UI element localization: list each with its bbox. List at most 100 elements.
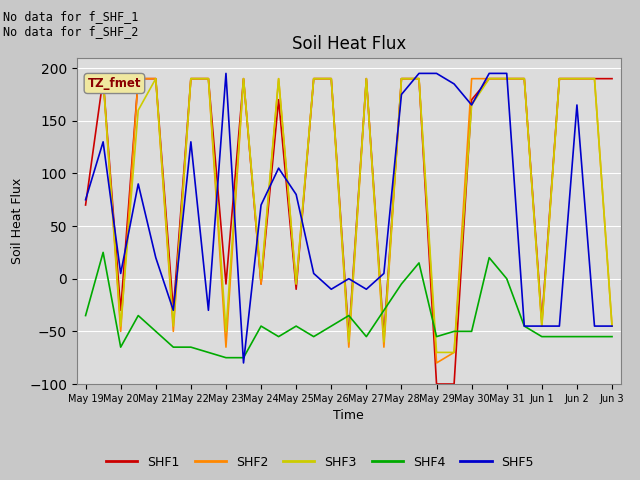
- SHF4: [170, 344, 177, 350]
- SHF2: [362, 76, 370, 82]
- SHF1: [134, 76, 142, 82]
- SHF2: [328, 76, 335, 82]
- SHF2: [415, 76, 423, 82]
- SHF5: [345, 276, 353, 282]
- SHF4: [538, 334, 546, 339]
- SHF4: [117, 344, 125, 350]
- SHF3: [292, 281, 300, 287]
- SHF3: [608, 323, 616, 329]
- SHF5: [292, 192, 300, 197]
- SHF4: [205, 349, 212, 355]
- SHF4: [345, 312, 353, 318]
- SHF4: [573, 334, 580, 339]
- SHF5: [99, 139, 107, 144]
- Line: SHF1: SHF1: [86, 79, 612, 384]
- SHF3: [187, 76, 195, 82]
- SHF3: [538, 323, 546, 329]
- SHF2: [152, 76, 159, 82]
- SHF4: [292, 323, 300, 329]
- SHF4: [239, 355, 247, 360]
- SHF4: [362, 334, 370, 339]
- SHF1: [222, 281, 230, 287]
- SHF4: [433, 334, 440, 339]
- SHF1: [82, 202, 90, 208]
- SHF3: [170, 323, 177, 329]
- SHF3: [152, 76, 159, 82]
- SHF3: [433, 349, 440, 355]
- SHF5: [205, 307, 212, 313]
- Y-axis label: Soil Heat Flux: Soil Heat Flux: [10, 178, 24, 264]
- SHF1: [257, 281, 265, 287]
- SHF4: [520, 323, 528, 329]
- SHF3: [275, 76, 282, 82]
- SHF1: [608, 76, 616, 82]
- SHF3: [134, 108, 142, 113]
- SHF3: [485, 76, 493, 82]
- SHF4: [152, 328, 159, 334]
- SHF2: [82, 76, 90, 82]
- SHF1: [205, 76, 212, 82]
- SHF3: [556, 76, 563, 82]
- SHF2: [205, 76, 212, 82]
- SHF5: [257, 202, 265, 208]
- SHF1: [415, 76, 423, 82]
- SHF2: [134, 76, 142, 82]
- SHF5: [362, 287, 370, 292]
- SHF2: [397, 76, 405, 82]
- SHF1: [380, 334, 388, 339]
- SHF3: [310, 76, 317, 82]
- SHF2: [520, 76, 528, 82]
- SHF5: [152, 255, 159, 261]
- SHF3: [99, 76, 107, 82]
- SHF4: [187, 344, 195, 350]
- SHF5: [117, 271, 125, 276]
- SHF2: [222, 344, 230, 350]
- SHF2: [573, 76, 580, 82]
- SHF5: [451, 81, 458, 87]
- SHF5: [608, 323, 616, 329]
- SHF2: [608, 323, 616, 329]
- SHF2: [538, 323, 546, 329]
- SHF2: [239, 76, 247, 82]
- SHF3: [362, 76, 370, 82]
- SHF1: [187, 76, 195, 82]
- SHF5: [503, 71, 511, 76]
- SHF1: [275, 97, 282, 103]
- SHF1: [362, 76, 370, 82]
- SHF4: [310, 334, 317, 339]
- SHF3: [239, 76, 247, 82]
- SHF1: [503, 76, 511, 82]
- SHF3: [205, 76, 212, 82]
- SHF5: [310, 271, 317, 276]
- SHF4: [82, 312, 90, 318]
- SHF2: [468, 76, 476, 82]
- SHF4: [222, 355, 230, 360]
- SHF1: [152, 76, 159, 82]
- SHF2: [117, 328, 125, 334]
- SHF2: [556, 76, 563, 82]
- SHF3: [520, 76, 528, 82]
- SHF2: [451, 349, 458, 355]
- SHF5: [591, 323, 598, 329]
- SHF5: [170, 307, 177, 313]
- SHF4: [503, 276, 511, 282]
- SHF2: [257, 281, 265, 287]
- SHF3: [82, 76, 90, 82]
- SHF1: [433, 381, 440, 387]
- SHF3: [257, 276, 265, 282]
- Text: No data for f_SHF_1
No data for f_SHF_2: No data for f_SHF_1 No data for f_SHF_2: [3, 10, 139, 37]
- SHF4: [328, 323, 335, 329]
- SHF3: [397, 76, 405, 82]
- SHF3: [415, 76, 423, 82]
- Title: Soil Heat Flux: Soil Heat Flux: [292, 35, 406, 53]
- SHF2: [170, 328, 177, 334]
- SHF4: [556, 334, 563, 339]
- SHF1: [468, 97, 476, 103]
- SHF4: [608, 334, 616, 339]
- SHF1: [556, 76, 563, 82]
- SHF1: [485, 76, 493, 82]
- Line: SHF4: SHF4: [86, 252, 612, 358]
- SHF3: [222, 328, 230, 334]
- X-axis label: Time: Time: [333, 409, 364, 422]
- SHF5: [222, 71, 230, 76]
